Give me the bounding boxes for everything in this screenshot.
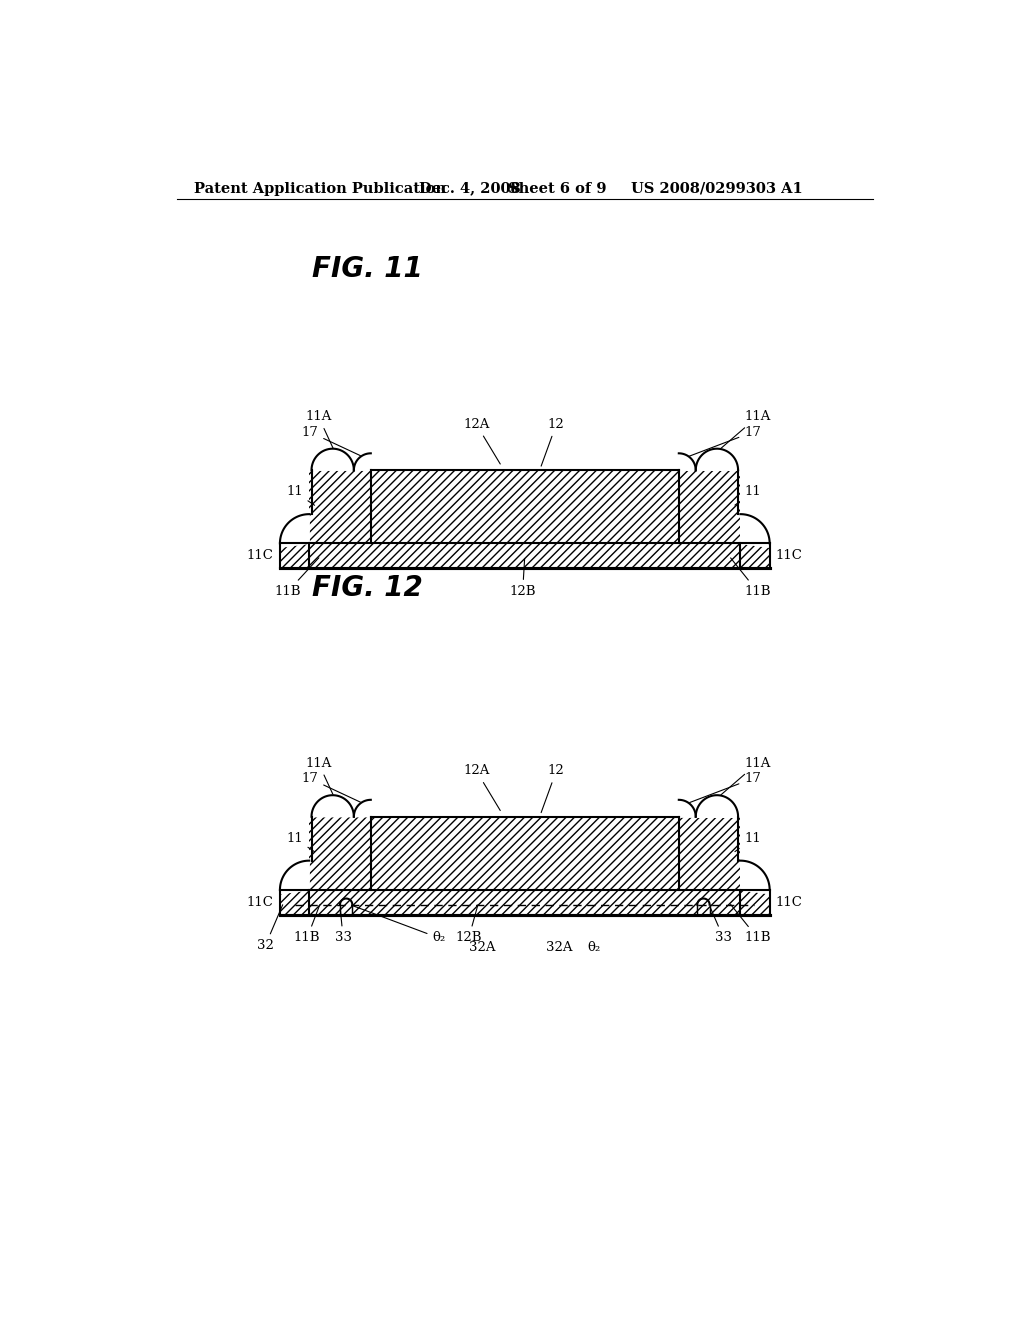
Polygon shape <box>695 795 738 817</box>
Bar <box>679 817 740 890</box>
Polygon shape <box>280 515 309 548</box>
Text: 33: 33 <box>711 908 732 945</box>
Text: 11B: 11B <box>730 904 771 945</box>
Bar <box>280 890 770 915</box>
Polygon shape <box>679 453 695 470</box>
Text: 11: 11 <box>286 832 314 851</box>
Bar <box>371 470 679 544</box>
Bar <box>309 470 371 544</box>
Text: 33: 33 <box>335 908 351 945</box>
Text: 11B: 11B <box>294 904 321 945</box>
Bar <box>280 544 770 568</box>
Polygon shape <box>280 861 309 894</box>
Bar <box>309 817 371 890</box>
Polygon shape <box>354 800 371 817</box>
Text: 12B: 12B <box>509 558 536 598</box>
Text: 11A: 11A <box>305 411 335 453</box>
Text: FIG. 12: FIG. 12 <box>311 574 422 602</box>
Text: 11: 11 <box>286 486 314 506</box>
Polygon shape <box>740 861 770 894</box>
Bar <box>679 470 740 544</box>
Text: FIG. 11: FIG. 11 <box>311 255 422 282</box>
Text: Dec. 4, 2008: Dec. 4, 2008 <box>419 182 521 195</box>
Polygon shape <box>354 453 371 470</box>
Text: 11C: 11C <box>247 549 273 562</box>
Text: 11A: 11A <box>716 756 771 800</box>
Text: 11: 11 <box>735 832 761 851</box>
Polygon shape <box>311 795 354 817</box>
Text: 17: 17 <box>301 425 365 458</box>
Text: 17: 17 <box>685 772 761 804</box>
Text: 32A: 32A <box>469 941 496 954</box>
Text: 11C: 11C <box>776 896 803 908</box>
Text: 11C: 11C <box>247 896 273 908</box>
Polygon shape <box>679 800 695 817</box>
Text: 32: 32 <box>257 904 283 952</box>
Text: 17: 17 <box>301 772 365 804</box>
Polygon shape <box>740 515 770 548</box>
Text: 12: 12 <box>541 764 564 813</box>
Bar <box>371 817 679 890</box>
Polygon shape <box>695 449 738 470</box>
Text: US 2008/0299303 A1: US 2008/0299303 A1 <box>631 182 803 195</box>
Text: Patent Application Publication: Patent Application Publication <box>194 182 445 195</box>
Text: 32A: 32A <box>546 941 572 954</box>
Text: θ₂: θ₂ <box>352 906 445 945</box>
Text: 11A: 11A <box>305 756 335 799</box>
Text: 17: 17 <box>685 425 761 458</box>
Text: 12A: 12A <box>463 764 501 810</box>
Text: Sheet 6 of 9: Sheet 6 of 9 <box>508 182 606 195</box>
Text: 11B: 11B <box>274 558 318 598</box>
Text: θ₂: θ₂ <box>588 941 601 954</box>
Text: 11: 11 <box>735 486 761 506</box>
Text: 12B: 12B <box>456 906 482 945</box>
Text: 12: 12 <box>541 418 564 466</box>
Text: 11B: 11B <box>730 558 771 598</box>
Text: 11C: 11C <box>776 549 803 562</box>
Polygon shape <box>311 449 354 470</box>
Text: 12A: 12A <box>463 418 501 465</box>
Text: 11A: 11A <box>716 411 771 453</box>
